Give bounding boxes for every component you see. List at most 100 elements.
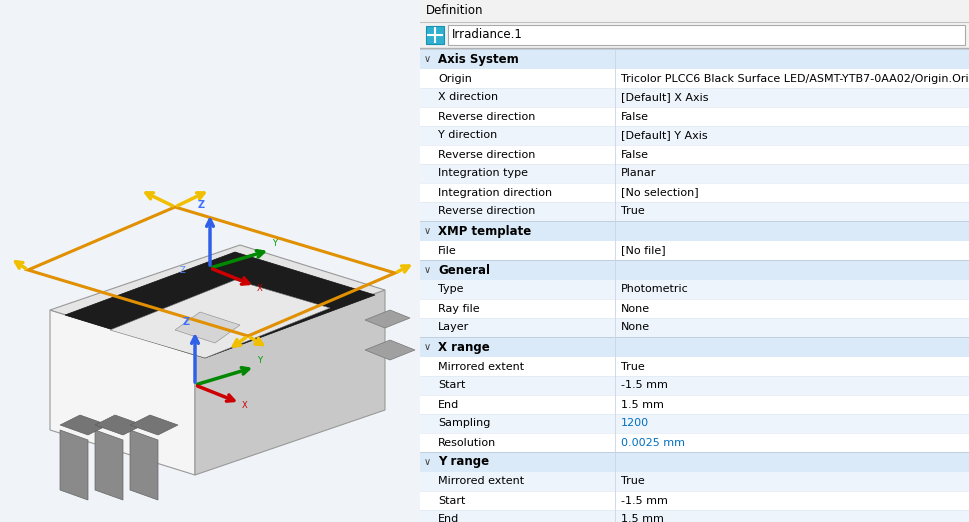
Text: Reverse direction: Reverse direction bbox=[438, 112, 536, 122]
Bar bbox=[420, 376, 969, 395]
Bar bbox=[420, 107, 969, 126]
Text: False: False bbox=[621, 149, 649, 160]
Bar bbox=[420, 22, 969, 48]
Text: False: False bbox=[621, 112, 649, 122]
Text: [Default] X Axis: [Default] X Axis bbox=[621, 92, 708, 102]
Text: Axis System: Axis System bbox=[438, 53, 518, 65]
Text: Reverse direction: Reverse direction bbox=[438, 149, 536, 160]
Text: General: General bbox=[438, 264, 490, 277]
Text: Start: Start bbox=[438, 381, 465, 390]
Polygon shape bbox=[130, 415, 178, 435]
Polygon shape bbox=[365, 310, 410, 328]
Bar bbox=[420, 145, 969, 164]
Text: Mirrored extent: Mirrored extent bbox=[438, 362, 524, 372]
Polygon shape bbox=[50, 245, 385, 355]
Text: -1.5 mm: -1.5 mm bbox=[621, 381, 668, 390]
Text: Integration direction: Integration direction bbox=[438, 187, 552, 197]
Bar bbox=[420, 221, 969, 241]
Bar bbox=[420, 472, 969, 491]
Bar bbox=[420, 337, 969, 357]
Bar bbox=[420, 280, 969, 299]
Bar bbox=[426, 26, 444, 44]
Text: X range: X range bbox=[438, 340, 489, 353]
Polygon shape bbox=[60, 415, 108, 435]
Text: Origin: Origin bbox=[438, 74, 472, 84]
Text: Y range: Y range bbox=[438, 456, 489, 469]
Text: Mirrored extent: Mirrored extent bbox=[438, 477, 524, 487]
Text: Planar: Planar bbox=[621, 169, 656, 179]
Text: [No file]: [No file] bbox=[621, 245, 666, 255]
Bar bbox=[420, 183, 969, 202]
Bar bbox=[420, 491, 969, 510]
Bar bbox=[420, 241, 969, 260]
Text: 0.0025 mm: 0.0025 mm bbox=[621, 437, 685, 447]
Text: [Default] Y Axis: [Default] Y Axis bbox=[621, 130, 707, 140]
Bar bbox=[420, 88, 969, 107]
Bar bbox=[420, 260, 969, 280]
Text: -1.5 mm: -1.5 mm bbox=[621, 495, 668, 505]
Bar bbox=[420, 202, 969, 221]
Text: Type: Type bbox=[438, 284, 463, 294]
Text: Z: Z bbox=[198, 200, 205, 210]
Text: None: None bbox=[621, 303, 650, 314]
Text: Y: Y bbox=[257, 356, 262, 365]
Polygon shape bbox=[60, 430, 88, 500]
Text: End: End bbox=[438, 399, 459, 409]
Text: File: File bbox=[438, 245, 456, 255]
Bar bbox=[420, 299, 969, 318]
Bar bbox=[420, 318, 969, 337]
Polygon shape bbox=[95, 430, 123, 500]
Text: True: True bbox=[621, 362, 644, 372]
Text: Ray file: Ray file bbox=[438, 303, 480, 314]
Polygon shape bbox=[50, 310, 195, 475]
Bar bbox=[420, 433, 969, 452]
Polygon shape bbox=[175, 312, 240, 343]
Text: X: X bbox=[242, 401, 248, 410]
Bar bbox=[420, 452, 969, 472]
Polygon shape bbox=[65, 252, 375, 358]
Text: ∨: ∨ bbox=[424, 457, 431, 467]
Polygon shape bbox=[195, 290, 385, 475]
Text: [No selection]: [No selection] bbox=[621, 187, 699, 197]
Text: True: True bbox=[621, 477, 644, 487]
Bar bbox=[420, 357, 969, 376]
Text: End: End bbox=[438, 515, 459, 522]
Bar bbox=[420, 126, 969, 145]
Text: True: True bbox=[621, 207, 644, 217]
Bar bbox=[420, 510, 969, 522]
Text: Tricolor PLCC6 Black Surface LED/ASMT-YTB7-0AA02/Origin.Origin: Tricolor PLCC6 Black Surface LED/ASMT-YT… bbox=[621, 74, 969, 84]
Polygon shape bbox=[365, 340, 415, 360]
Text: None: None bbox=[621, 323, 650, 333]
Text: ∨: ∨ bbox=[424, 265, 431, 275]
Bar bbox=[420, 0, 969, 22]
Text: Integration type: Integration type bbox=[438, 169, 528, 179]
Text: ∨: ∨ bbox=[424, 226, 431, 236]
Text: Start: Start bbox=[438, 495, 465, 505]
Text: Irradiance.1: Irradiance.1 bbox=[452, 29, 523, 42]
Polygon shape bbox=[110, 280, 330, 358]
Text: Resolution: Resolution bbox=[438, 437, 496, 447]
Bar bbox=[420, 164, 969, 183]
Text: 1.5 mm: 1.5 mm bbox=[621, 399, 664, 409]
Text: 1200: 1200 bbox=[621, 419, 649, 429]
Text: Y direction: Y direction bbox=[438, 130, 497, 140]
Text: 1.5 mm: 1.5 mm bbox=[621, 515, 664, 522]
Text: Layer: Layer bbox=[438, 323, 469, 333]
Text: X: X bbox=[257, 284, 263, 293]
Text: Y: Y bbox=[272, 239, 277, 248]
Text: ∨: ∨ bbox=[424, 342, 431, 352]
Text: Sampling: Sampling bbox=[438, 419, 490, 429]
Text: Photometric: Photometric bbox=[621, 284, 689, 294]
Text: Z: Z bbox=[183, 317, 190, 327]
Text: X direction: X direction bbox=[438, 92, 498, 102]
Text: Reverse direction: Reverse direction bbox=[438, 207, 536, 217]
Bar bbox=[448, 25, 965, 45]
Text: ∨: ∨ bbox=[424, 54, 431, 64]
Bar bbox=[420, 69, 969, 88]
Text: Definition: Definition bbox=[426, 5, 484, 18]
Polygon shape bbox=[95, 415, 143, 435]
Bar bbox=[420, 395, 969, 414]
Text: Z: Z bbox=[180, 266, 186, 275]
Bar bbox=[420, 414, 969, 433]
Text: XMP template: XMP template bbox=[438, 224, 531, 238]
